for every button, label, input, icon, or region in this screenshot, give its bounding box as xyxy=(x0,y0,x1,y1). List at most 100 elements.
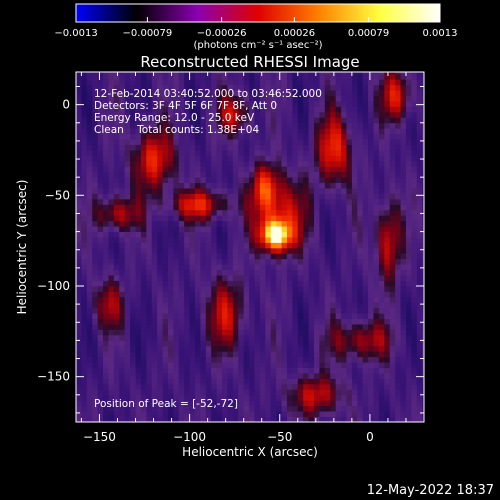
heatmap-cell xyxy=(216,373,223,379)
heatmap-cell xyxy=(416,378,423,385)
heatmap-cell xyxy=(113,139,120,145)
heatmap-cell xyxy=(330,247,337,254)
heatmap-cell xyxy=(373,84,380,91)
heatmap-cell xyxy=(373,247,380,254)
heatmap-cell xyxy=(113,117,120,124)
heatmap-cell xyxy=(103,226,109,232)
heatmap-cell xyxy=(108,383,115,390)
heatmap-cell xyxy=(254,242,261,249)
heatmap-cell xyxy=(373,334,380,341)
heatmap-cell xyxy=(335,220,342,227)
heatmap-cell xyxy=(189,171,196,178)
heatmap-cell xyxy=(232,144,239,151)
heatmap-cell xyxy=(395,177,401,184)
heatmap-cell xyxy=(368,416,374,422)
heatmap-cell xyxy=(368,84,374,91)
heatmap-cell xyxy=(324,275,331,281)
heatmap-cell xyxy=(205,302,212,309)
heatmap-cell xyxy=(140,155,147,162)
heatmap-cell xyxy=(167,149,174,156)
heatmap-cell xyxy=(92,160,99,167)
heatmap-cell xyxy=(184,117,190,124)
heatmap-cell xyxy=(113,334,120,341)
heatmap-cell xyxy=(308,144,315,151)
heatmap-cell xyxy=(270,307,277,314)
heatmap-cell xyxy=(119,416,126,422)
heatmap-cell xyxy=(384,215,391,222)
heatmap-cell xyxy=(270,400,277,407)
heatmap-cell xyxy=(195,296,201,303)
heatmap-cell xyxy=(384,106,391,113)
heatmap-cell xyxy=(205,247,212,254)
heatmap-cell xyxy=(249,209,255,216)
heatmap-cell xyxy=(292,198,299,205)
heatmap-cell xyxy=(395,95,401,102)
heatmap-cell xyxy=(368,318,374,325)
heatmap-cell xyxy=(314,149,320,156)
heatmap-cell xyxy=(378,198,385,205)
heatmap-cell xyxy=(341,155,347,162)
heatmap-cell xyxy=(411,84,418,91)
heatmap-cell xyxy=(200,209,207,216)
heatmap-cell xyxy=(97,351,104,358)
heatmap-cell xyxy=(146,356,153,363)
heatmap-cell xyxy=(368,373,374,379)
heatmap-cell xyxy=(92,329,99,336)
heatmap-cell xyxy=(162,117,169,124)
heatmap-cell xyxy=(232,177,239,184)
heatmap-cell xyxy=(108,367,115,374)
heatmap-cell xyxy=(119,340,126,347)
heatmap-cell xyxy=(319,400,326,407)
heatmap-cell xyxy=(368,188,374,194)
heatmap-cell xyxy=(395,220,401,227)
heatmap-cell xyxy=(308,128,315,135)
heatmap-cell xyxy=(286,351,293,358)
heatmap-cell xyxy=(216,269,223,276)
heatmap-cell xyxy=(351,209,358,216)
heatmap-cell xyxy=(314,231,320,238)
heatmap-cell xyxy=(346,405,353,412)
heatmap-cell xyxy=(238,177,245,184)
heatmap-cell xyxy=(362,111,369,118)
heatmap-cell xyxy=(92,307,99,314)
heatmap-cell xyxy=(146,149,153,156)
heatmap-cell xyxy=(167,378,174,385)
heatmap-cell xyxy=(395,258,401,265)
heatmap-cell xyxy=(200,160,207,167)
heatmap-cell xyxy=(368,220,374,227)
heatmap-cell xyxy=(119,356,126,363)
heatmap-cell xyxy=(222,72,228,75)
heatmap-cell xyxy=(265,329,272,336)
heatmap-cell xyxy=(416,155,423,162)
heatmap-cell xyxy=(92,411,99,417)
heatmap-cell xyxy=(173,313,180,320)
heatmap-cell xyxy=(292,231,299,238)
heatmap-cell xyxy=(140,411,147,417)
heatmap-cell xyxy=(200,188,207,194)
heatmap-cell xyxy=(389,291,396,298)
heatmap-cell xyxy=(249,182,255,189)
heatmap-cell xyxy=(135,220,142,227)
heatmap-cell xyxy=(81,149,88,156)
heatmap-cell xyxy=(373,362,380,368)
heatmap-cell xyxy=(314,90,320,96)
heatmap-cell xyxy=(81,253,88,260)
heatmap-cell xyxy=(357,139,364,145)
heatmap-cell xyxy=(270,166,277,173)
heatmap-cell xyxy=(319,171,326,178)
heatmap-cell xyxy=(297,373,304,379)
heatmap-cell xyxy=(189,90,196,96)
heatmap-cell xyxy=(405,373,412,379)
heatmap-cell xyxy=(319,231,326,238)
heatmap-cell xyxy=(259,334,266,341)
heatmap-cell xyxy=(195,133,201,140)
heatmap-cell xyxy=(86,394,93,401)
heatmap-cell xyxy=(195,275,201,281)
heatmap-cell xyxy=(357,72,364,75)
heatmap-cell xyxy=(195,394,201,401)
heatmap-cell xyxy=(395,149,401,156)
heatmap-cell xyxy=(232,182,239,189)
heatmap-cell xyxy=(254,258,261,265)
heatmap-cell xyxy=(351,373,358,379)
heatmap-cell xyxy=(351,356,358,363)
